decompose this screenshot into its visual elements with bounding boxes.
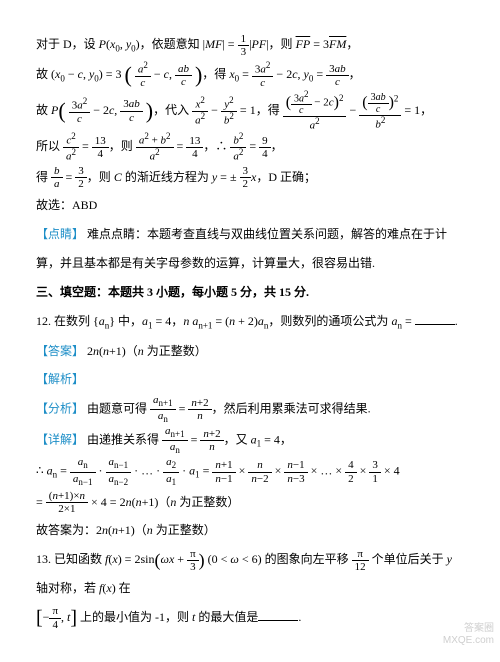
fenxi-label: 【分析】	[36, 401, 84, 415]
xiangjie12d: 故答案为：2n(n+1)（n 为正整数）	[36, 516, 464, 545]
q12: 12. 在数列 {an} 中，a1 = 4，n an+1 = (n + 2)an…	[36, 307, 464, 337]
para-answer-abd: 故选：ABD	[36, 191, 464, 220]
para-d-eq1: 故 (x0 − c, y0) = 3 ( a2c − c, abc )，得 x0…	[36, 60, 464, 90]
para-d-eq4: 得 ba = 32，则 C 的渐近线方程为 y = ± 32x，D 正确；	[36, 163, 464, 192]
watermark-line1: 答案圈	[443, 623, 494, 635]
watermark: 答案圈 MXQE.com	[443, 623, 494, 647]
q13a: 13. 已知函数 f(x) = 2sin(ωx + π3) (0 < ω < 6…	[36, 545, 464, 603]
jiexi-label: 【解析】	[36, 365, 464, 394]
fenxi12: 【分析】 由题意可得 an+1an = n+2n，然后利用累乘法可求得结果.	[36, 394, 464, 425]
dianjing: 【点睛】 难点点睛：本题考查直线与双曲线位置关系问题，解答的难点在于计算，并且基…	[36, 220, 464, 278]
para-d-eq3: 所以 c2a2 = 134，则 a2 + b2a2 = 134，∴ b2a2 =…	[36, 132, 464, 163]
xiangjie12c: = (n+1)×n2×1 × 4 = 2n(n+1)（n 为正整数）	[36, 488, 464, 517]
watermark-line2: MXQE.com	[443, 635, 494, 647]
xiangjie12a: 【详解】 由递推关系得 an+1an = n+2n，又 a1 = 4，	[36, 425, 464, 456]
answer-label: 【答案】	[36, 344, 84, 358]
ans12: 【答案】 2n(n+1)（n 为正整数）	[36, 337, 464, 366]
section-3-title: 三、填空题：本题共 3 小题，每小题 5 分，共 15 分.	[36, 278, 464, 307]
dianjing-label: 【点睛】	[36, 227, 84, 241]
blank-q12	[415, 312, 455, 325]
ans12-text: 2n(n+1)（n 为正整数）	[87, 344, 207, 358]
para-d-setup: 对于 D，设 P(x0, y0)，依题意知 |MF| = 13|PF|，则 FP…	[36, 30, 464, 60]
q13b: [−π4, t] 上的最小值为 -1，则 t 的最大值是.	[36, 603, 464, 632]
xiangjie12b: ∴ an = anan−1 · an−1an−2 · … · a2a1 · a1…	[36, 456, 464, 487]
dianjing-text: 难点点睛：本题考查直线与双曲线位置关系问题，解答的难点在于计算，并且基本都是有关…	[36, 227, 447, 270]
jiexi-label-text: 【解析】	[36, 372, 84, 386]
blank-q13	[258, 608, 298, 621]
xiangjie-label: 【详解】	[36, 433, 84, 447]
para-d-eq2: 故 P( 3a2c − 2c, 3abc )，代入 x2a2 − y2b2 = …	[36, 90, 464, 132]
